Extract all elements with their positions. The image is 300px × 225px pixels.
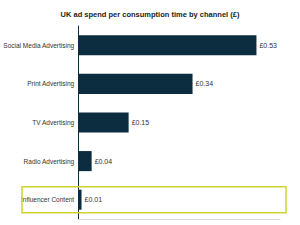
svg-text:Social Media Advertising: Social Media Advertising — [3, 42, 74, 50]
svg-text:TV Advertising: TV Advertising — [32, 119, 74, 127]
svg-text:Print Advertising: Print Advertising — [27, 80, 74, 88]
svg-text:£0.04: £0.04 — [95, 158, 113, 165]
svg-text:Influencer Content: Influencer Content — [21, 196, 74, 203]
svg-text:£0.01: £0.01 — [85, 196, 103, 203]
svg-text:UK ad spend per consumption ti: UK ad spend per consumption time by chan… — [61, 10, 240, 19]
svg-text:£0.15: £0.15 — [132, 119, 150, 126]
svg-text:£0.53: £0.53 — [259, 42, 277, 49]
svg-text:Radio Advertising: Radio Advertising — [24, 158, 75, 166]
svg-text:£0.34: £0.34 — [196, 80, 214, 87]
